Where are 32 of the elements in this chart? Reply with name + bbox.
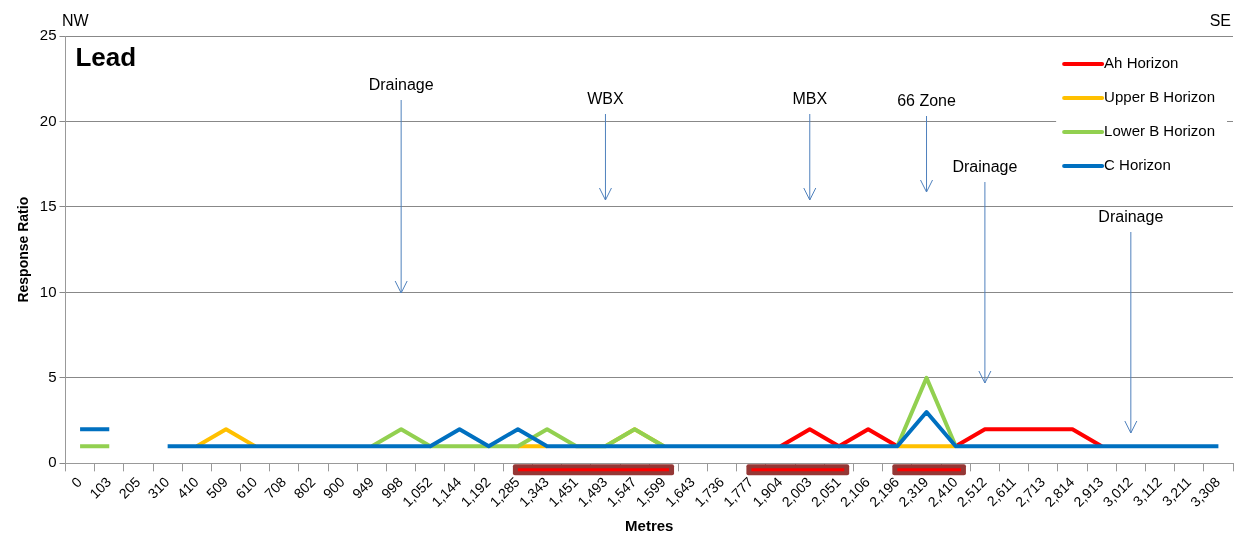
annotation: WBX: [587, 90, 625, 108]
legend-label: Lower B Horizon: [1104, 122, 1216, 140]
y-tick-label: 5: [48, 368, 57, 386]
legend-label: Upper B Horizon: [1104, 88, 1216, 106]
x-tick-label: 708: [261, 473, 290, 502]
x-tick-label: 509: [203, 473, 232, 502]
chart-title: Lead: [75, 42, 137, 73]
legend-label: C Horizon: [1104, 156, 1171, 174]
annotation: 66 Zone: [897, 92, 956, 110]
annotation: MBX: [792, 90, 828, 108]
annotation: Drainage: [1098, 208, 1164, 226]
legend-label: Ah Horizon: [1104, 54, 1179, 72]
x-tick-label: 205: [115, 473, 144, 502]
x-tick-label: 103: [86, 473, 115, 502]
y-tick-label: 20: [39, 111, 57, 129]
x-tick-label: 900: [319, 473, 348, 502]
text: SE: [1209, 12, 1231, 30]
x-tick-label: 610: [232, 473, 261, 502]
x-tick-label: 410: [173, 473, 202, 502]
y-tick-label: 10: [39, 282, 57, 300]
y-tick-label: 25: [39, 26, 57, 44]
x-tick-label: 310: [144, 473, 173, 502]
text: NW: [62, 12, 90, 30]
y-tick-label: 15: [39, 197, 57, 215]
y-axis-title: Response Ratio: [15, 196, 32, 303]
y-tick-label: 0: [48, 453, 57, 471]
x-tick-label: 949: [348, 473, 377, 502]
x-tick-label: 802: [290, 473, 319, 502]
annotation: Drainage: [952, 158, 1018, 176]
x-axis-title: Metres: [625, 517, 674, 535]
annotation: Drainage: [368, 76, 434, 94]
x-tick-label: 0: [68, 473, 86, 491]
